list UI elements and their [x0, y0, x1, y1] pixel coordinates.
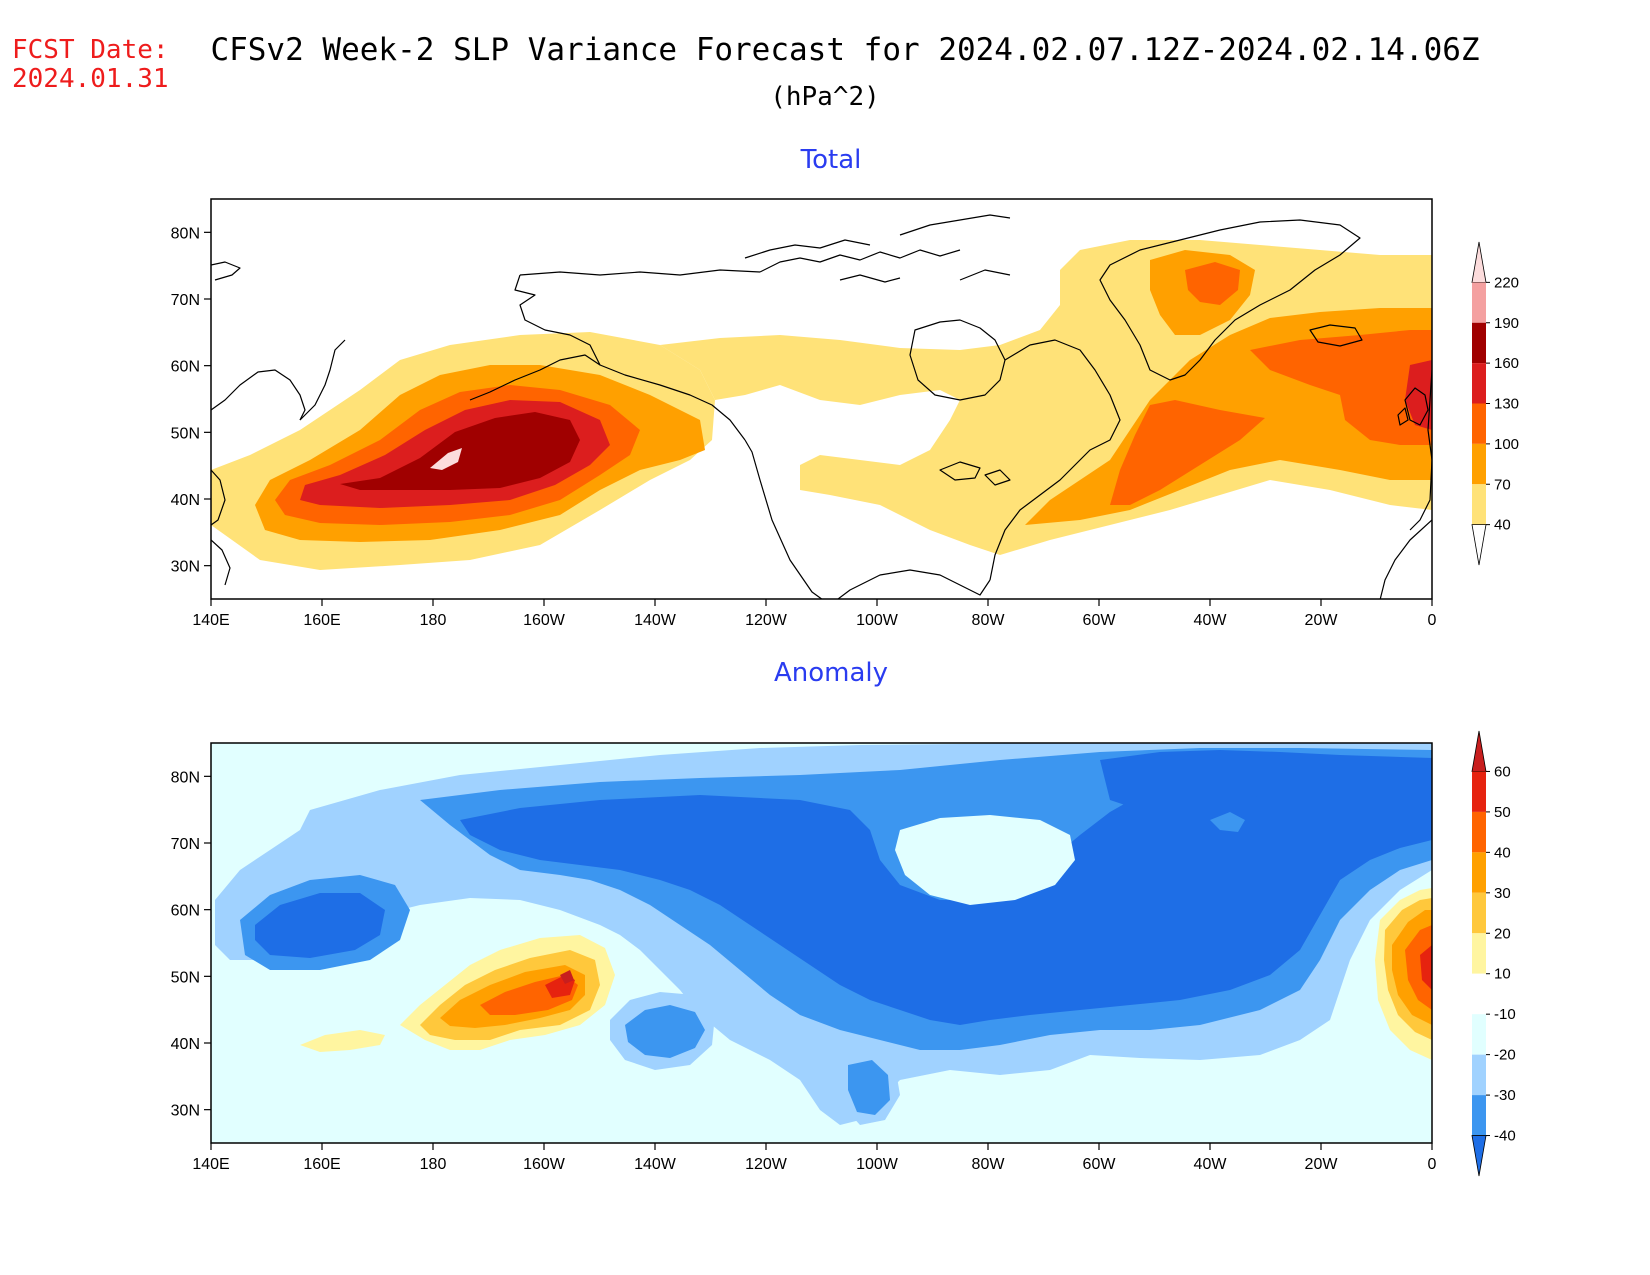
total-shading [211, 240, 1432, 570]
colorbar-label: -10 [1494, 1006, 1516, 1023]
units-label: (hPa^2) [770, 82, 880, 112]
lon-tick-label: 160E [303, 612, 340, 629]
lon-tick-label: 20W [1305, 1156, 1339, 1173]
total-lat-axis: 80N 70N 60N 50N 40N 30N [171, 225, 211, 576]
lon-tick-label: 160W [523, 1156, 566, 1173]
anomaly-frame [210, 742, 1433, 1144]
lat-tick-label: 60N [171, 359, 200, 376]
total-panel-title: Total [800, 145, 862, 175]
colorbar-swatch [1472, 443, 1486, 485]
total-frame [210, 198, 1433, 600]
colorbar-swatch [1472, 811, 1486, 853]
colorbar-label: 100 [1494, 436, 1519, 453]
total-map: 80N 70N 60N 50N 40N 30N 140E 160E 180 160W 140W 12… [171, 198, 1437, 629]
lon-tick-label: 140W [634, 1156, 677, 1173]
lat-tick-label: 40N [171, 1036, 200, 1053]
colorbar-swatch [1472, 892, 1486, 934]
lon-tick-label: 160E [303, 1156, 340, 1173]
colorbar-label: 40 [1494, 517, 1511, 534]
colorbar-swatch [1472, 1054, 1486, 1096]
colorbar-label: -40 [1494, 1128, 1516, 1145]
lon-tick-label: 40W [1194, 612, 1228, 629]
colorbar-swatch [1472, 933, 1486, 974]
colorbar-swatch [1471, 241, 1487, 283]
anomaly-colorbar: 60 50 40 30 20 10 -10 -20 -30 -40 [1471, 730, 1516, 1177]
colorbar-label: 10 [1494, 966, 1511, 983]
lon-tick-label: 60W [1083, 1156, 1117, 1173]
page-title: CFSv2 Week-2 SLP Variance Forecast for 2… [210, 32, 1480, 68]
lon-tick-label: 100W [856, 612, 899, 629]
lon-tick-label: 120W [745, 612, 788, 629]
lat-tick-label: 70N [171, 836, 200, 853]
colorbar-swatch [1471, 1135, 1487, 1177]
anomaly-shading [215, 743, 1432, 1125]
lat-tick-label: 50N [171, 425, 200, 442]
colorbar-label: 220 [1494, 274, 1519, 291]
anomaly-lat-axis: 80N 70N 60N 50N 40N 30N [171, 769, 211, 1120]
lat-tick-label: 50N [171, 969, 200, 986]
colorbar-swatch [1472, 771, 1486, 812]
colorbar-label: 40 [1494, 844, 1511, 861]
colorbar-label: -20 [1494, 1047, 1516, 1064]
colorbar-swatch [1472, 484, 1486, 525]
lon-tick-label: 80W [972, 1156, 1006, 1173]
lon-tick-label: 0 [1428, 1156, 1437, 1173]
colorbar-label: 20 [1494, 925, 1511, 942]
lat-tick-label: 60N [171, 903, 200, 920]
lon-tick-label: 140E [192, 1156, 229, 1173]
lon-tick-label: 20W [1305, 612, 1339, 629]
colorbar-swatch [1472, 322, 1486, 364]
anomaly-map: 80N 70N 60N 50N 40N 30N 140E 160E 180 160W 140W 12… [171, 742, 1437, 1173]
lon-tick-label: 120W [745, 1156, 788, 1173]
lon-tick-label: 160W [523, 612, 566, 629]
forecast-date-label: FCST Date: [12, 35, 169, 65]
colorbar-swatch [1472, 1095, 1486, 1136]
lon-tick-label: 0 [1428, 612, 1437, 629]
colorbar-label: 60 [1494, 763, 1511, 780]
lon-tick-label: 140E [192, 612, 229, 629]
lon-tick-label: 60W [1083, 612, 1117, 629]
colorbar-swatch [1471, 524, 1487, 566]
colorbar-swatch [1472, 363, 1486, 404]
colorbar-swatch [1471, 730, 1487, 772]
colorbar-label: 130 [1494, 396, 1519, 413]
anomaly-lon-axis: 140E 160E 180 160W 140W 120W 100W 80W 60W 40W 20W 0 [192, 1143, 1437, 1173]
lon-tick-label: 180 [420, 612, 447, 629]
colorbar-swatch [1472, 1014, 1486, 1055]
total-lon-axis: 140E 160E 180 160W 140W 120W 100W 80W 60W 40W 20W 0 [192, 599, 1437, 629]
lat-tick-label: 80N [171, 225, 200, 242]
colorbar-swatch [1472, 973, 1486, 1015]
lon-tick-label: 180 [420, 1156, 447, 1173]
colorbar-label: 30 [1494, 885, 1511, 902]
colorbar-label: 70 [1494, 476, 1511, 493]
lat-tick-label: 30N [171, 559, 200, 576]
lon-tick-label: 40W [1194, 1156, 1228, 1173]
colorbar-label: -30 [1494, 1087, 1516, 1104]
lat-tick-label: 80N [171, 769, 200, 786]
colorbar-label: 50 [1494, 804, 1511, 821]
colorbar-swatch [1472, 852, 1486, 893]
anomaly-panel-title: Anomaly [773, 658, 889, 688]
forecast-date-block: FCST Date: 2024.01.31 [12, 36, 169, 94]
colorbar-swatch [1472, 282, 1486, 323]
total-colorbar: 220 190 160 130 100 70 40 [1471, 241, 1519, 566]
colorbar-swatch [1472, 403, 1486, 444]
lat-tick-label: 70N [171, 292, 200, 309]
lat-tick-label: 40N [171, 492, 200, 509]
colorbar-label: 160 [1494, 355, 1519, 372]
forecast-date-value: 2024.01.31 [12, 64, 169, 94]
lon-tick-label: 80W [972, 612, 1006, 629]
lat-tick-label: 30N [171, 1103, 200, 1120]
lon-tick-label: 140W [634, 612, 677, 629]
lon-tick-label: 100W [856, 1156, 899, 1173]
colorbar-label: 190 [1494, 315, 1519, 332]
